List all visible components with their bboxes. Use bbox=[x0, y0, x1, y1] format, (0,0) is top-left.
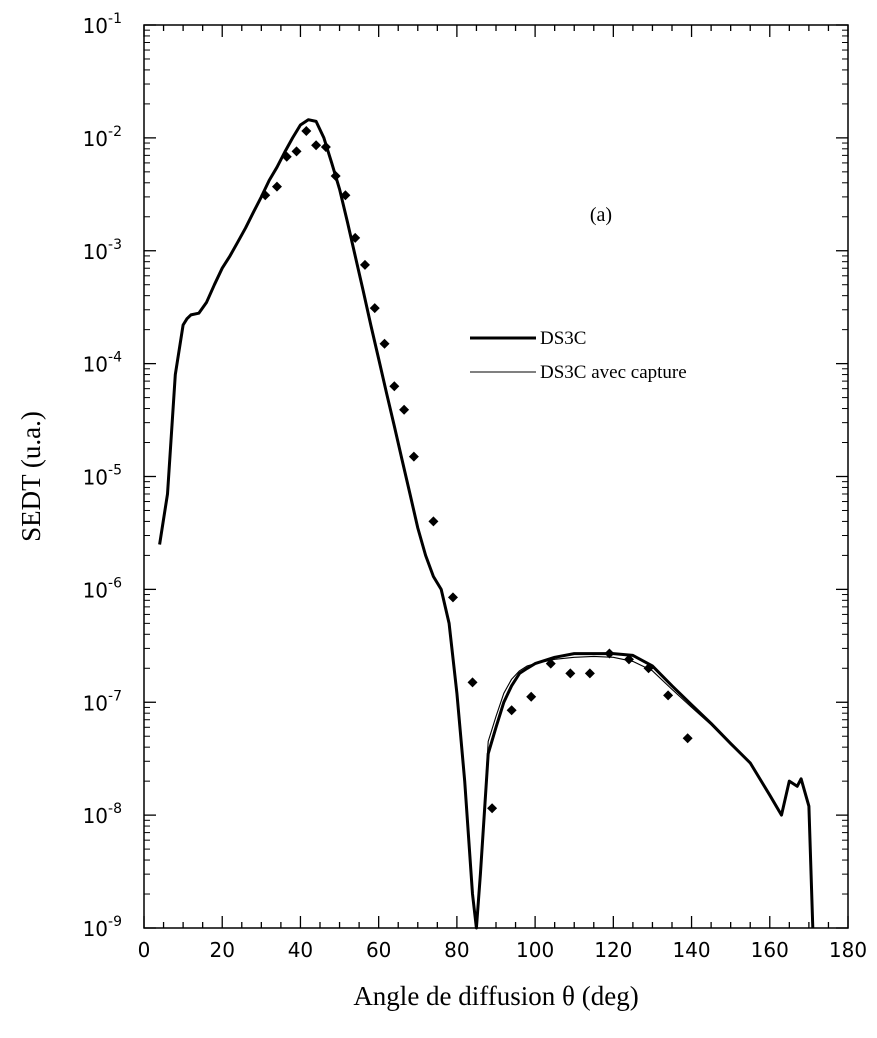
x-tick-label: 0 bbox=[138, 938, 151, 962]
data-point-diamond bbox=[506, 705, 517, 716]
data-point-diamond bbox=[369, 303, 380, 314]
data-point-diamond bbox=[389, 381, 400, 392]
data-point-diamond bbox=[291, 146, 302, 157]
legend-label: DS3C avec capture bbox=[540, 362, 687, 383]
y-tick-label: 10-9 bbox=[83, 914, 122, 941]
data-point-diamond bbox=[311, 140, 322, 151]
x-tick-label: 180 bbox=[829, 938, 867, 962]
x-tick-label: 160 bbox=[751, 938, 789, 962]
data-point-diamond bbox=[320, 142, 331, 153]
data-point-diamond bbox=[447, 592, 458, 603]
data-point-diamond bbox=[281, 151, 292, 162]
data-point-diamond bbox=[565, 668, 576, 679]
data-point-diamond bbox=[487, 803, 498, 814]
x-tick-label: 140 bbox=[672, 938, 710, 962]
y-tick-label: 10-5 bbox=[83, 463, 122, 490]
y-tick-label: 10-4 bbox=[83, 350, 123, 377]
y-tick-label: 10-6 bbox=[83, 575, 123, 602]
data-point-diamond bbox=[340, 190, 351, 201]
x-tick-label: 100 bbox=[516, 938, 554, 962]
x-axis-label: Angle de diffusion θ (deg) bbox=[353, 981, 638, 1011]
data-point-diamond bbox=[545, 658, 556, 669]
legend-label: DS3C bbox=[540, 328, 586, 349]
y-tick-label: 10-2 bbox=[83, 124, 122, 151]
data-point-diamond bbox=[467, 677, 478, 688]
data-point-diamond bbox=[350, 232, 361, 243]
data-point-diamond bbox=[271, 181, 282, 192]
x-tick-label: 60 bbox=[366, 938, 391, 962]
data-point-diamond bbox=[379, 338, 390, 349]
y-tick-label: 10-3 bbox=[83, 237, 122, 264]
y-tick-label: 10-7 bbox=[83, 688, 122, 715]
y-tick-label: 10-8 bbox=[83, 801, 122, 828]
x-tick-label: 80 bbox=[444, 938, 469, 962]
y-axis-label: SEDT (u.a.) bbox=[16, 411, 46, 542]
data-point-diamond bbox=[399, 404, 410, 415]
data-point-diamond bbox=[584, 668, 595, 679]
x-tick-label: 20 bbox=[209, 938, 234, 962]
data-point-diamond bbox=[428, 516, 439, 527]
data-point-diamond bbox=[682, 733, 693, 744]
data-point-diamond bbox=[604, 648, 615, 659]
data-point-diamond bbox=[260, 190, 271, 201]
x-tick-label: 40 bbox=[288, 938, 313, 962]
data-point-diamond bbox=[301, 126, 312, 137]
data-point-diamond bbox=[663, 690, 674, 701]
x-tick-label: 120 bbox=[594, 938, 632, 962]
data-point-diamond bbox=[526, 691, 537, 702]
series-line-ds3c bbox=[158, 118, 815, 930]
data-point-diamond bbox=[623, 654, 634, 665]
y-tick-label: 10-1 bbox=[83, 11, 122, 38]
data-point-diamond bbox=[330, 170, 341, 181]
data-point-diamond bbox=[408, 451, 419, 462]
data-point-diamond bbox=[643, 663, 654, 674]
plot-frame bbox=[143, 24, 849, 929]
panel-label: (a) bbox=[590, 204, 612, 226]
series-line-ds3c-avec-capture bbox=[159, 119, 814, 929]
data-point-diamond bbox=[359, 259, 370, 270]
